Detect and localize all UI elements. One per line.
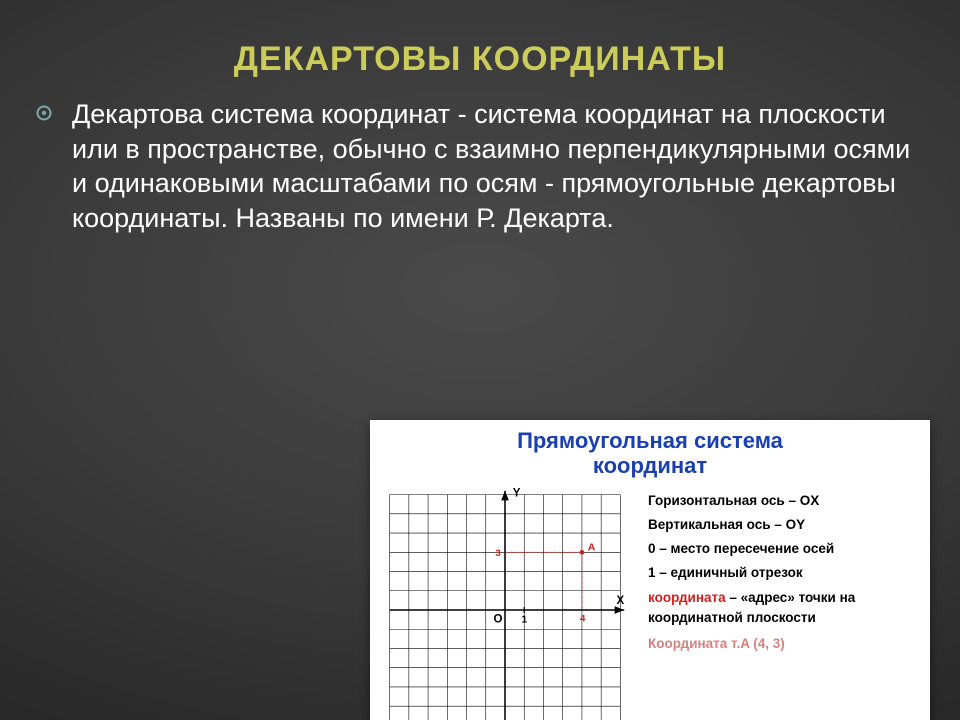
legend-l6: Координата т.A (4, 3) [648,636,785,651]
legend-l3a: 0 [648,541,656,556]
svg-text:O: O [493,613,502,625]
legend-l1a: Горизонтальная ось – [648,493,800,508]
slide-title: ДЕКАРТОВЫ КООРДИНАТЫ [60,40,900,79]
svg-text:X: X [617,595,625,607]
legend-l1b: OX [800,493,820,508]
legend-l2a: Вертикальная ось – [648,517,786,532]
legend-l3b: – место пересечение осей [656,541,835,556]
svg-text:Y: Y [513,487,521,499]
figure-card: Прямоугольная система координат YXO134A … [370,420,930,720]
svg-text:4: 4 [580,613,586,624]
coordinate-grid: Y X O 1 3 4 A [380,485,640,720]
slide-body: Декартова система координат - система ко… [72,97,912,235]
grid-svg: Y X O 1 3 4 A [380,485,630,720]
legend-l5a: координата [648,590,726,605]
figure-legend: Горизонтальная ось – OX Вертикальная ось… [648,485,920,720]
legend-l2b: OY [786,517,806,532]
svg-text:3: 3 [495,548,500,559]
figure-title-line2: координат [593,453,707,478]
figure-title-line1: Прямоугольная система [517,428,783,453]
svg-text:A: A [588,541,596,553]
slide-body-text: Декартова система координат - система ко… [72,99,910,233]
svg-text:1: 1 [521,613,527,625]
bullet-icon [36,105,52,121]
figure-title: Прямоугольная система координат [380,428,920,479]
legend-l4b: – единичный отрезок [656,565,803,580]
legend-l4a: 1 [648,565,656,580]
